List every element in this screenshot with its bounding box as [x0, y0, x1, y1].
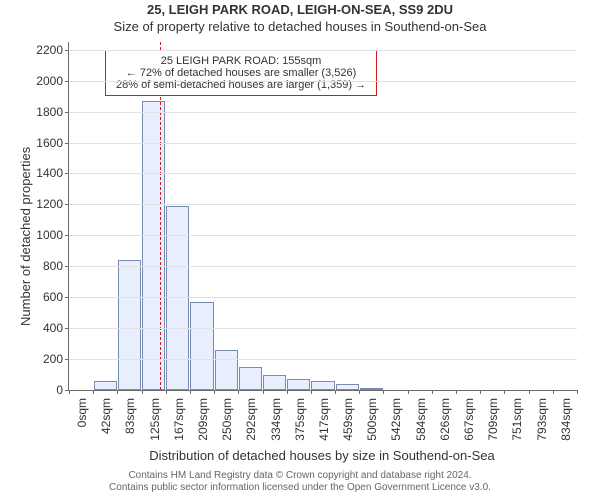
y-tick-label: 0 — [56, 383, 63, 397]
grid-line — [69, 143, 577, 144]
histogram-bar — [94, 381, 117, 390]
grid-line — [69, 81, 577, 82]
chart-root: 25, LEIGH PARK ROAD, LEIGH-ON-SEA, SS9 2… — [0, 0, 600, 500]
histogram-bar — [336, 384, 359, 390]
histogram-bar — [142, 101, 165, 390]
y-tick-label: 2000 — [36, 74, 63, 88]
footer-line-2: Contains public sector information licen… — [0, 482, 600, 494]
y-tick-label: 1400 — [36, 166, 63, 180]
annotation-line: ← 72% of detached houses are smaller (3,… — [114, 67, 368, 79]
grid-line — [69, 112, 577, 113]
histogram-bar — [239, 367, 262, 390]
grid-line — [69, 173, 577, 174]
footer-attribution: Contains HM Land Registry data © Crown c… — [0, 470, 600, 494]
x-axis-label: Distribution of detached houses by size … — [68, 448, 576, 463]
grid-line — [69, 297, 577, 298]
histogram-bar — [118, 260, 141, 390]
annotation-box: 25 LEIGH PARK ROAD: 155sqm← 72% of detac… — [105, 50, 377, 96]
histogram-bar — [215, 350, 238, 390]
y-tick-label: 1000 — [36, 228, 63, 242]
y-tick-label: 600 — [43, 290, 63, 304]
plot-area: 25 LEIGH PARK ROAD: 155sqm← 72% of detac… — [68, 42, 577, 391]
histogram-bar — [263, 375, 286, 390]
grid-line — [69, 359, 577, 360]
histogram-bar — [190, 302, 213, 390]
grid-line — [69, 50, 577, 51]
y-tick-label: 1600 — [36, 136, 63, 150]
y-axis-label: Number of detached properties — [18, 147, 33, 326]
footer-line-1: Contains HM Land Registry data © Crown c… — [0, 470, 600, 482]
histogram-bar — [287, 379, 310, 390]
y-tick-label: 1800 — [36, 105, 63, 119]
y-tick-label: 1200 — [36, 197, 63, 211]
grid-line — [69, 328, 577, 329]
y-tick-label: 2200 — [36, 43, 63, 57]
annotation-line: 25 LEIGH PARK ROAD: 155sqm — [114, 55, 368, 67]
grid-line — [69, 235, 577, 236]
grid-line — [69, 266, 577, 267]
y-tick-label: 400 — [43, 321, 63, 335]
histogram-bar — [360, 388, 383, 390]
chart-subtitle: Size of property relative to detached ho… — [0, 19, 600, 34]
histogram-bar — [311, 381, 334, 390]
grid-line — [69, 204, 577, 205]
chart-title: 25, LEIGH PARK ROAD, LEIGH-ON-SEA, SS9 2… — [0, 2, 600, 17]
y-tick-label: 800 — [43, 259, 63, 273]
y-tick-label: 200 — [43, 352, 63, 366]
